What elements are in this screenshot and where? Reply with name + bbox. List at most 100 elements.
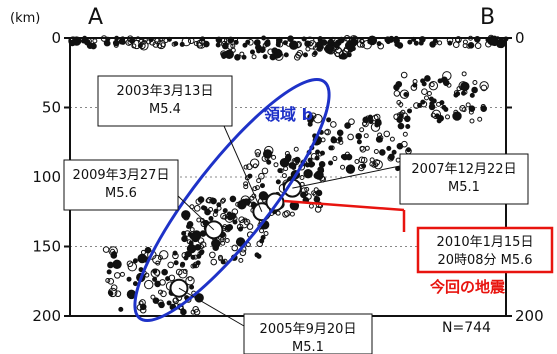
data-point (172, 297, 178, 303)
data-point (226, 224, 234, 231)
data-point (239, 249, 247, 257)
data-point (316, 46, 322, 52)
data-point (396, 112, 402, 118)
y-tick-label: 150 (32, 238, 61, 256)
callout-date: 2009年3月27日 (73, 168, 170, 183)
data-point (277, 168, 283, 174)
data-point (181, 235, 188, 243)
data-point (215, 36, 223, 44)
data-point (154, 280, 161, 288)
data-point (180, 261, 186, 267)
callout-magnitude: M5.1 (292, 340, 324, 354)
data-point (327, 49, 333, 55)
data-point (254, 148, 262, 156)
data-point (471, 86, 478, 94)
data-point (243, 181, 249, 187)
data-point (421, 81, 427, 87)
callout-leader (292, 165, 401, 189)
data-point (396, 142, 404, 150)
data-point (163, 37, 169, 43)
data-point (112, 259, 122, 270)
data-point (397, 122, 405, 130)
data-point (303, 168, 313, 179)
data-point (222, 258, 228, 264)
data-point (388, 153, 395, 161)
data-point (238, 257, 244, 263)
data-point (212, 211, 218, 217)
data-point (400, 71, 408, 79)
data-point (308, 161, 315, 168)
data-point (218, 256, 224, 262)
data-point (446, 37, 454, 44)
data-point (360, 156, 368, 164)
current-event-time-magnitude: 20時08分 M5.6 (437, 253, 532, 268)
data-point (417, 102, 423, 108)
data-point (420, 99, 426, 105)
data-point (317, 151, 323, 157)
data-point (445, 114, 451, 120)
data-point (373, 162, 379, 168)
data-point (362, 40, 372, 50)
data-point (437, 40, 443, 46)
data-point (199, 241, 207, 248)
data-point (193, 205, 201, 212)
data-point (307, 40, 317, 50)
data-point (186, 224, 192, 230)
data-point (152, 276, 158, 282)
data-point (247, 173, 253, 179)
data-point (256, 240, 264, 248)
data-point (107, 278, 115, 285)
data-point (332, 41, 340, 49)
data-point (337, 136, 343, 142)
data-point (157, 255, 163, 261)
data-point (293, 205, 299, 211)
data-point (189, 284, 195, 290)
data-point (452, 111, 462, 121)
data-point (113, 272, 121, 279)
data-point (336, 129, 344, 137)
data-point (119, 271, 125, 277)
data-point (92, 38, 98, 44)
data-point (179, 41, 185, 47)
data-point (436, 101, 442, 107)
data-point (461, 107, 467, 113)
data-point (102, 246, 110, 253)
data-point (399, 89, 410, 99)
data-point (287, 35, 294, 42)
data-point (108, 291, 114, 297)
event-callouts: 2003年3月13日 M5.4 2009年3月27日 M5.6 2007年12月22日 M… (63, 75, 554, 354)
data-point (393, 90, 401, 97)
data-point (221, 40, 228, 48)
data-point (193, 308, 201, 316)
data-point (262, 149, 273, 159)
data-point (345, 164, 356, 174)
data-point (377, 132, 383, 138)
data-point (346, 52, 352, 58)
data-point (259, 183, 265, 189)
data-point (261, 35, 267, 41)
callout-date: 2005年9月20日 (260, 322, 357, 337)
data-point (362, 116, 370, 124)
data-point (195, 295, 203, 303)
data-point (195, 198, 203, 205)
data-point (184, 230, 191, 237)
data-point (373, 159, 381, 166)
data-point (181, 36, 192, 47)
data-point (332, 156, 338, 162)
y-tick-label: 100 (32, 168, 61, 186)
data-point (125, 39, 133, 46)
data-point (437, 78, 443, 84)
data-point (226, 211, 232, 217)
data-point (235, 237, 246, 247)
data-point (126, 260, 134, 268)
data-point (389, 136, 395, 142)
region-b-ellipse (133, 78, 331, 322)
data-point (289, 211, 295, 217)
data-point (235, 201, 241, 207)
data-point (377, 137, 383, 143)
data-point (243, 218, 251, 226)
data-point (477, 116, 483, 122)
data-point (281, 173, 287, 179)
data-point (220, 240, 226, 246)
data-point (216, 202, 222, 208)
